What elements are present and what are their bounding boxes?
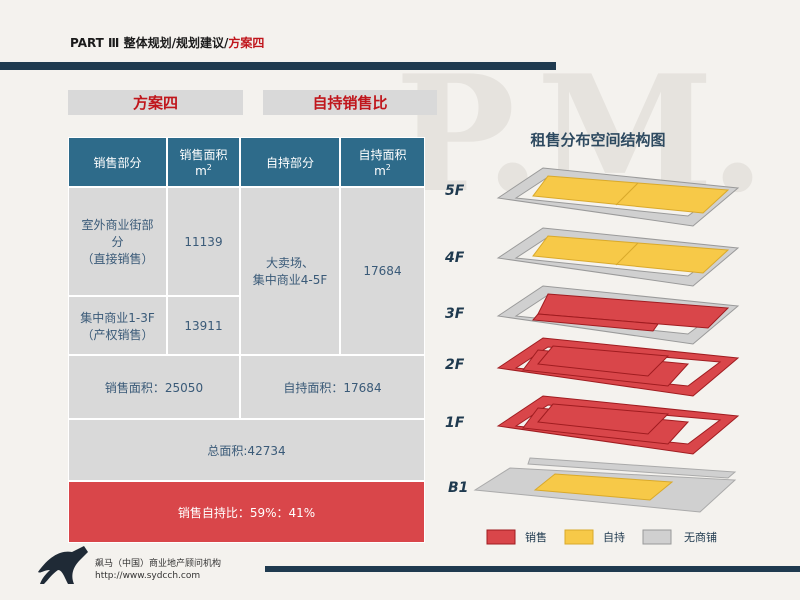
th-label: 销售面积 (179, 148, 228, 162)
footer-url: http://www.sydcch.com (95, 571, 200, 581)
td-text: 室外商业街部分 (81, 218, 154, 249)
td-text: 17684 (363, 264, 402, 278)
legend-label: 自持 (603, 530, 625, 544)
th-sup: 2 (385, 163, 391, 172)
floor-label: 1F (445, 415, 465, 431)
td-text: 销售自持比：59%：41% (177, 505, 316, 520)
footer-bar (265, 566, 800, 572)
th-label: 销售部分 (93, 155, 142, 170)
th-unit: m (374, 164, 386, 178)
td: 17684 (340, 187, 425, 355)
td: 13911 (167, 296, 240, 355)
floor-label: 3F (445, 306, 465, 322)
header-bar (0, 62, 556, 70)
th-sup: 2 (206, 163, 212, 172)
th: 自持部分 (240, 137, 340, 187)
th-unit: m (195, 164, 207, 178)
td-text: 11139 (184, 234, 223, 249)
logo (38, 546, 88, 584)
legend-label: 无商铺 (684, 530, 717, 544)
td: 11139 (167, 187, 240, 296)
td: 室外商业街部分 （直接销售） (68, 187, 167, 296)
floor-label: 4F (444, 250, 465, 266)
floor-5f (497, 167, 739, 227)
floor-label: 2F (445, 357, 465, 373)
td: 大卖场、集中商业4-5F (240, 187, 340, 355)
tab: 自持销售比 (263, 90, 437, 115)
td: 销售面积：25050 (68, 355, 240, 419)
th: 自持面积 m2 (340, 137, 425, 187)
legend-label: 销售 (525, 530, 547, 544)
th-label: 自持部分 (265, 155, 314, 170)
th-label: 自持面积 (358, 148, 407, 162)
floor-4f (497, 227, 739, 287)
td: 自持面积：17684 (240, 355, 425, 419)
tab: 方案四 (68, 90, 243, 115)
td-text: 销售面积：25050 (104, 380, 204, 395)
td-text: 大卖场、 (265, 256, 314, 270)
td-text: 13911 (184, 318, 223, 333)
floor-label: B1 (448, 480, 468, 496)
header: PART Ⅲ 整体规划/规划建议/方案四 (70, 34, 264, 51)
td-text: （直接销售） (81, 252, 154, 266)
footer-org: 飙马（中国）商业地产顾问机构 (95, 557, 221, 569)
header-path: PART Ⅲ 整体规划/规划建议/ (70, 36, 229, 50)
floor-b1 (473, 457, 737, 513)
floor-label: 5F (445, 183, 465, 199)
legend-swatch (486, 529, 516, 545)
th: 销售面积 m2 (167, 137, 240, 187)
td-text: 集中商业4-5F (252, 273, 328, 287)
header-current: 方案四 (228, 36, 265, 50)
td-text: 集中商业1-3F (80, 310, 155, 325)
legend-swatch (642, 529, 672, 545)
td-text: （产权销售） (81, 327, 154, 342)
diagram-title: 租售分布空间结构图 (530, 131, 665, 149)
legend-swatch (564, 529, 594, 545)
floor-2f (496, 337, 740, 397)
td-text: 自持面积：17684 (283, 380, 382, 395)
td-text: 总面积:42734 (207, 443, 286, 458)
td: 集中商业1-3F （产权销售） (68, 296, 167, 355)
td: 总面积:42734 (68, 419, 425, 481)
floor-3f (497, 285, 739, 345)
floor-1f (496, 395, 740, 455)
td: 销售自持比：59%：41% (68, 481, 425, 543)
th: 销售部分 (68, 137, 167, 187)
